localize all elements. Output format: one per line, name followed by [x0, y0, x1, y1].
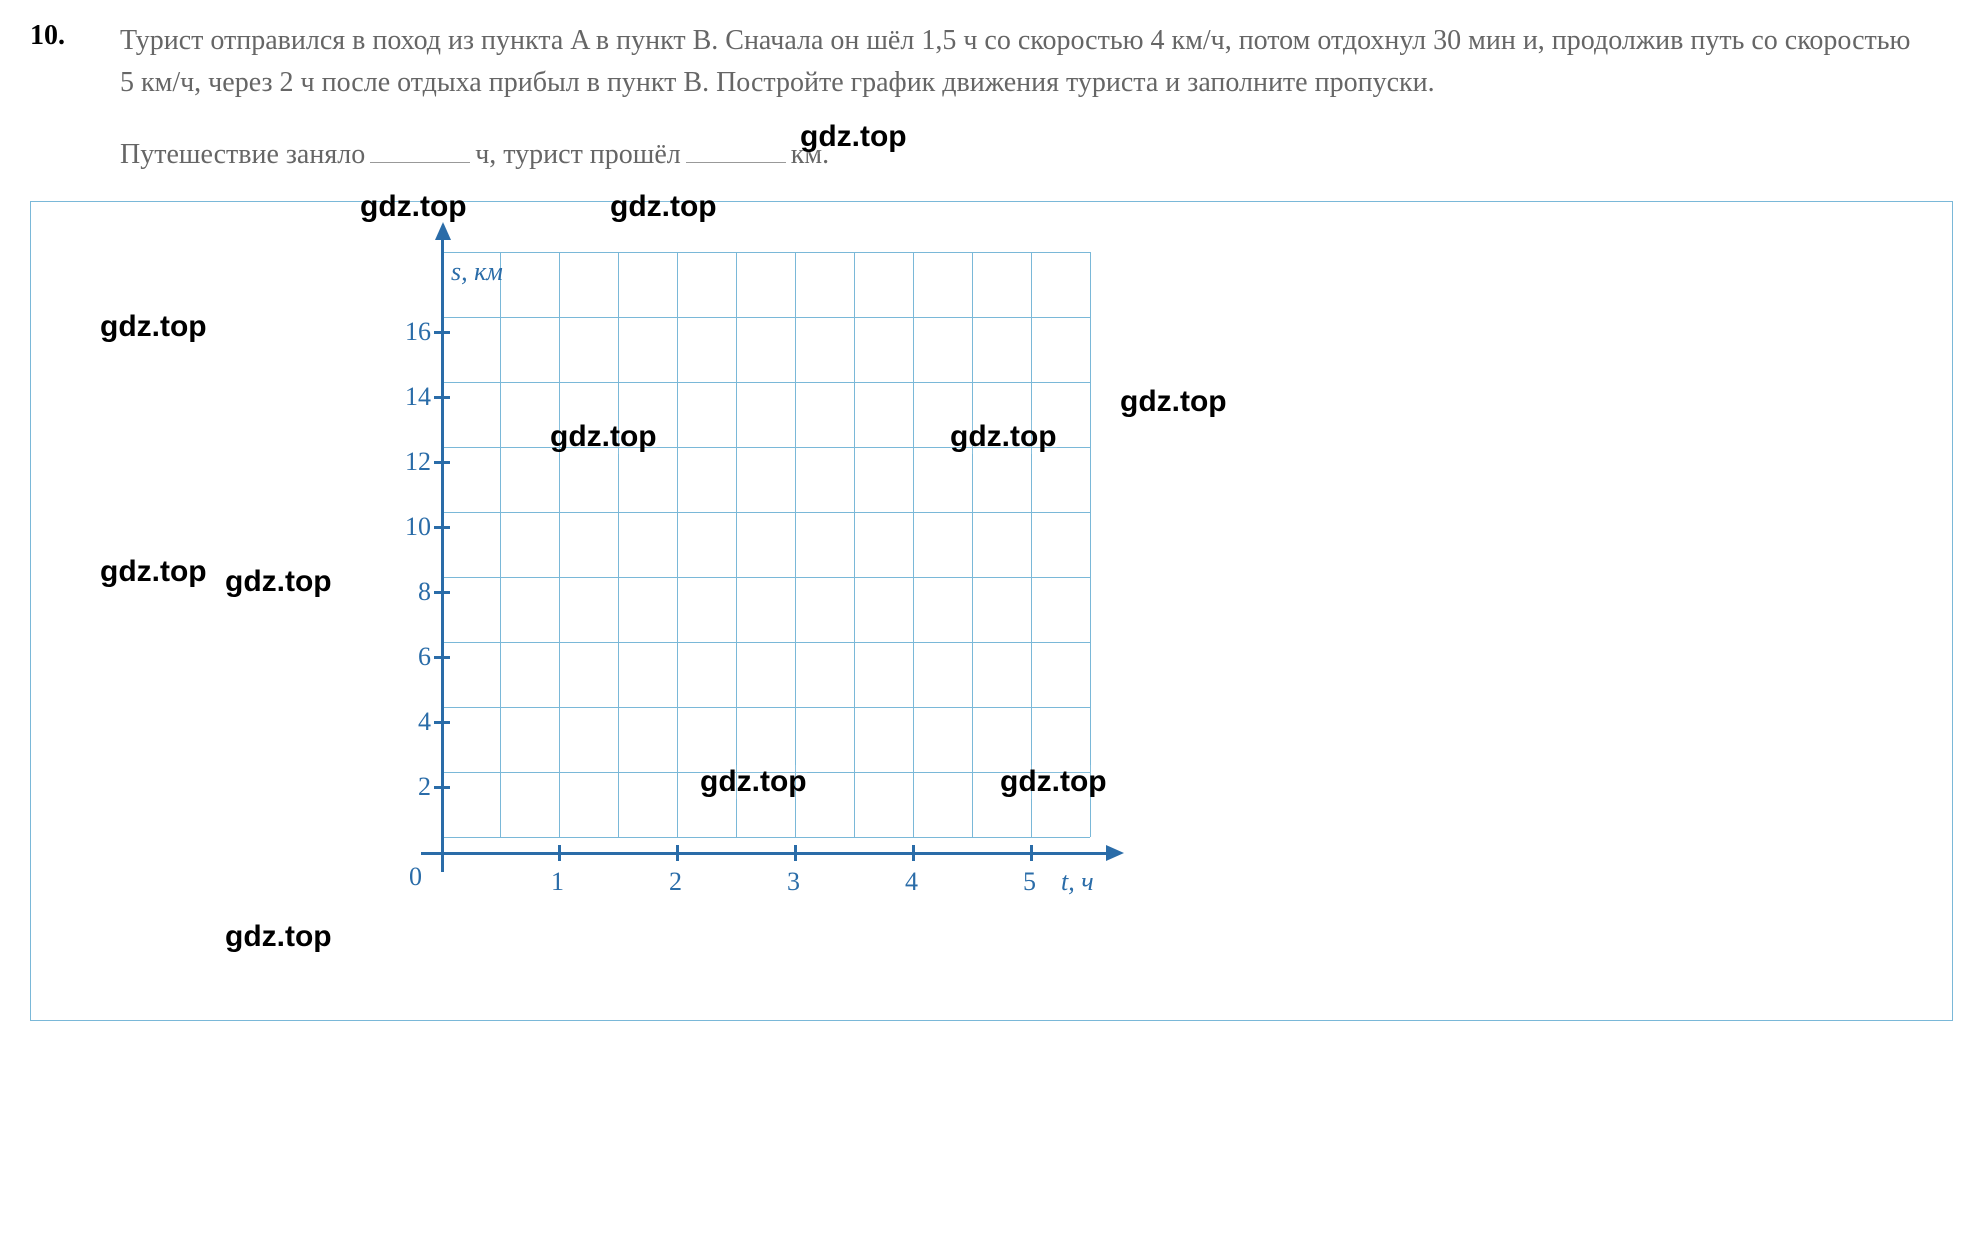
chart-container: s, км t, ч 0 246810121416 12345	[30, 201, 1953, 1021]
y-tick-label: 14	[391, 382, 431, 412]
grid-line-vertical	[913, 252, 914, 837]
problem-number: 10.	[30, 20, 80, 52]
x-tick-label: 2	[669, 867, 682, 897]
y-tick-label: 10	[391, 512, 431, 542]
y-axis-arrow	[435, 222, 451, 240]
x-axis	[421, 852, 1111, 855]
x-tick-label: 1	[551, 867, 564, 897]
fill-prefix: Путешествие заняло	[120, 139, 365, 171]
x-tick	[794, 845, 797, 861]
grid-line-vertical	[972, 252, 973, 837]
fill-blank-line: Путешествие заняло ч, турист прошёл км.	[120, 129, 1953, 171]
grid-line-horizontal	[441, 707, 1090, 708]
grid-line-horizontal	[441, 642, 1090, 643]
y-tick	[434, 786, 450, 789]
grid-line-horizontal	[441, 317, 1090, 318]
y-tick-label: 16	[391, 317, 431, 347]
y-tick-label: 12	[391, 447, 431, 477]
problem-header: 10. Турист отправился в поход из пункта …	[30, 20, 1953, 104]
y-tick-label: 6	[391, 642, 431, 672]
chart-area: s, км t, ч 0 246810121416 12345	[391, 252, 1111, 902]
grid-line-horizontal	[441, 837, 1090, 838]
x-tick	[558, 845, 561, 861]
y-tick	[434, 461, 450, 464]
grid-line-vertical	[500, 252, 501, 837]
grid-line-vertical	[559, 252, 560, 837]
grid-line-horizontal	[441, 382, 1090, 383]
x-tick-label: 3	[787, 867, 800, 897]
x-tick-label: 5	[1023, 867, 1036, 897]
grid-line-vertical	[677, 252, 678, 837]
blank-km[interactable]	[686, 129, 786, 163]
y-tick	[434, 396, 450, 399]
y-tick	[434, 721, 450, 724]
y-tick	[434, 331, 450, 334]
grid-line-vertical	[736, 252, 737, 837]
grid-line-horizontal	[441, 252, 1090, 253]
grid-line-horizontal	[441, 512, 1090, 513]
blank-hours[interactable]	[370, 129, 470, 163]
y-tick	[434, 526, 450, 529]
fill-mid: ч, турист прошёл	[475, 139, 681, 171]
y-tick	[434, 591, 450, 594]
grid-line-vertical	[1031, 252, 1032, 837]
grid-line-vertical	[1090, 252, 1091, 837]
grid-line-vertical	[618, 252, 619, 837]
y-tick-label: 8	[391, 577, 431, 607]
x-tick	[912, 845, 915, 861]
problem-text: Турист отправился в поход из пункта A в …	[120, 20, 1920, 104]
y-tick	[434, 656, 450, 659]
y-axis-title: s, км	[451, 257, 503, 287]
y-tick-label: 4	[391, 707, 431, 737]
grid	[441, 252, 1090, 837]
x-axis-arrow	[1106, 845, 1124, 861]
grid-line-horizontal	[441, 447, 1090, 448]
y-tick-label: 2	[391, 772, 431, 802]
x-axis-title: t, ч	[1061, 867, 1094, 897]
grid-line-horizontal	[441, 772, 1090, 773]
grid-line-vertical	[795, 252, 796, 837]
x-tick	[1030, 845, 1033, 861]
x-tick-label: 4	[905, 867, 918, 897]
grid-line-vertical	[854, 252, 855, 837]
origin-label: 0	[409, 862, 422, 892]
grid-line-horizontal	[441, 577, 1090, 578]
x-tick	[676, 845, 679, 861]
fill-suffix: км.	[791, 139, 829, 171]
y-axis	[441, 232, 444, 872]
